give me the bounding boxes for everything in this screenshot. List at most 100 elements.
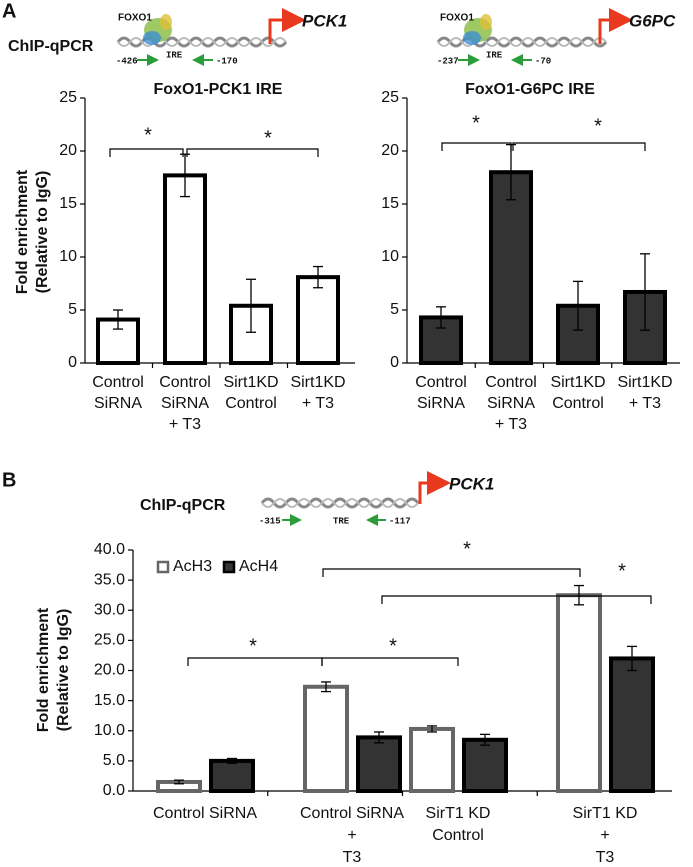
assay-label: ChIP-qPCR xyxy=(8,38,94,55)
primer-label: -426 xyxy=(116,56,138,66)
chart-title: FoxO1-G6PC IRE xyxy=(465,81,595,98)
y-tick-label: 20.0 xyxy=(94,662,125,679)
x-tick-label: + T3 xyxy=(302,395,334,412)
significance-label: * xyxy=(264,127,272,149)
bar xyxy=(409,726,455,794)
bar xyxy=(489,170,533,365)
x-tick-label: Control xyxy=(552,395,604,412)
significance-bracket xyxy=(381,595,652,604)
significance-label: * xyxy=(389,635,397,657)
x-tick-label: Sirt1KD xyxy=(617,374,672,391)
bar xyxy=(462,737,508,793)
legend-swatch xyxy=(222,560,236,574)
chart-title: FoxO1-PCK1 IRE xyxy=(154,81,283,98)
x-tick-label: + xyxy=(600,827,609,844)
primer-label: -117 xyxy=(389,516,411,526)
significance-label: * xyxy=(594,115,602,137)
significance-bracket xyxy=(109,148,184,157)
factor-label: FOXO1 xyxy=(118,13,152,24)
x-tick-label: Control xyxy=(159,374,211,391)
element-label: IRE xyxy=(166,50,183,60)
x-tick-label: Sirt1KD xyxy=(550,374,605,391)
significance-bracket xyxy=(321,657,459,666)
x-tick-label: Control xyxy=(432,827,484,844)
x-tick-label: SirT1 KD xyxy=(426,805,491,822)
dna-diagram: FOXO1 IRE -426 -170 PCK1 xyxy=(116,8,347,66)
gene-label: PCK1 xyxy=(302,11,347,30)
gene-label: PCK1 xyxy=(449,474,494,493)
primer-label: -70 xyxy=(535,56,551,66)
y-tick-label: 10 xyxy=(59,248,77,265)
y-tick-label: 5.0 xyxy=(103,752,125,769)
x-tick-label: Control SiRNA xyxy=(153,805,257,822)
x-tick-label: + xyxy=(347,827,356,844)
y-axis-label: (Relative to IgG) xyxy=(55,609,72,732)
bar xyxy=(229,303,273,366)
x-tick-label: Control SiRNA xyxy=(300,805,404,822)
significance-bracket xyxy=(441,142,512,151)
x-tick-label: + T3 xyxy=(629,395,661,412)
significance-bracket xyxy=(512,142,646,151)
bar xyxy=(163,173,207,365)
y-tick-label: 15 xyxy=(59,195,77,212)
bar xyxy=(556,593,602,793)
x-tick-label: SirT1 KD xyxy=(573,805,638,822)
legend-swatch xyxy=(156,560,170,574)
element-label: IRE xyxy=(486,50,503,60)
significance-label: * xyxy=(463,538,471,560)
y-tick-label: 15 xyxy=(381,195,399,212)
x-tick-label: SiRNA xyxy=(94,395,142,412)
factor-label: FOXO1 xyxy=(440,13,474,24)
significance-label: * xyxy=(144,124,152,146)
significance-bracket xyxy=(186,148,319,157)
x-tick-label: + T3 xyxy=(169,416,201,433)
chart: FoxO1-PCK1 IRE Fold enrichment (Relative t… xyxy=(14,81,355,433)
dna-diagram: -315 TRE -117 PCK1 xyxy=(259,471,494,526)
bar xyxy=(296,275,340,366)
x-tick-label: SiRNA xyxy=(161,395,209,412)
x-tick-label: T3 xyxy=(343,849,362,866)
x-tick-label: Control xyxy=(415,374,467,391)
y-axis-label: Fold enrichment xyxy=(14,169,31,294)
y-tick-label: 25 xyxy=(59,89,77,106)
y-tick-label: 10.0 xyxy=(94,722,125,739)
significance-bracket xyxy=(187,657,323,666)
y-tick-label: 20 xyxy=(381,142,399,159)
y-tick-label: 0 xyxy=(68,354,77,371)
element-label: TRE xyxy=(333,516,350,526)
legend-label: AcH4 xyxy=(239,558,278,575)
y-tick-label: 0.0 xyxy=(103,782,125,799)
bar xyxy=(609,656,655,794)
significance-label: * xyxy=(249,635,257,657)
bar xyxy=(356,735,402,794)
y-tick-label: 25.0 xyxy=(94,632,125,649)
x-tick-label: SiRNA xyxy=(417,395,465,412)
y-tick-label: 5 xyxy=(68,301,77,318)
y-tick-label: 35.0 xyxy=(94,571,125,588)
primer-label: -315 xyxy=(259,516,281,526)
y-tick-label: 0 xyxy=(390,354,399,371)
panel-label: A xyxy=(2,0,16,22)
y-tick-label: 40.0 xyxy=(94,541,125,558)
y-tick-label: 25 xyxy=(381,89,399,106)
bar xyxy=(303,684,349,794)
chart: FoxO1-G6PC IRE 0 5 10 15 20 25 Control SiRNA Cont… xyxy=(381,81,680,433)
primer-label: -237 xyxy=(437,56,459,66)
panel-label: B xyxy=(2,469,16,491)
significance-label: * xyxy=(472,112,480,134)
x-tick-label: Sirt1KD xyxy=(290,374,345,391)
legend-label: AcH3 xyxy=(173,558,212,575)
bar xyxy=(419,315,463,366)
x-tick-label: + T3 xyxy=(495,416,527,433)
y-tick-label: 10 xyxy=(381,248,399,265)
dna-diagram: FOXO1 IRE -237 -70 G6PC xyxy=(436,8,676,66)
significance-bracket xyxy=(322,568,581,577)
x-tick-label: SiRNA xyxy=(487,395,535,412)
y-tick-label: 5 xyxy=(390,301,399,318)
chart: Fold enrichment (Relative to IgG) 0.0 5.0 10… xyxy=(35,538,672,866)
significance-label: * xyxy=(618,560,626,582)
x-tick-label: Control xyxy=(485,374,537,391)
x-tick-label: Sirt1KD xyxy=(223,374,278,391)
gene-label: G6PC xyxy=(629,11,676,30)
